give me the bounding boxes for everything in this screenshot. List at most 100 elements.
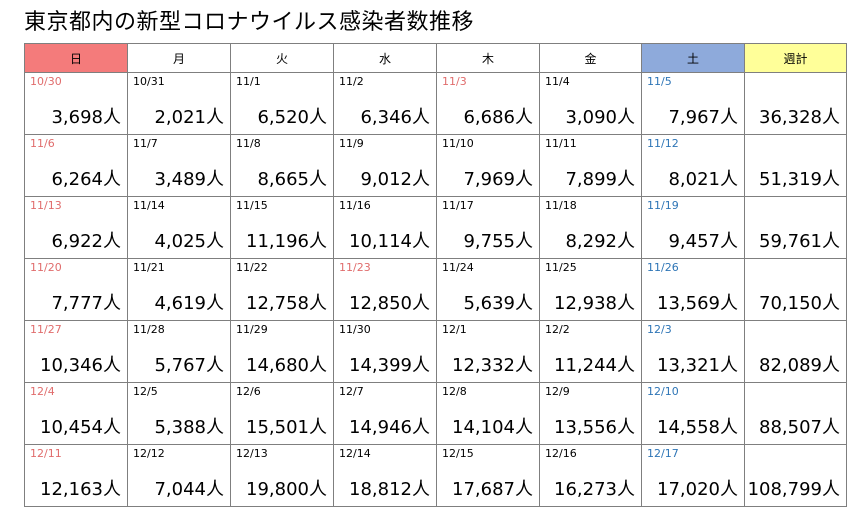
day-cell: 11/16 10,114人: [333, 196, 437, 259]
cell-case-count: 9,457人: [668, 231, 738, 252]
header-thursday: 木: [436, 43, 540, 73]
day-cell: 11/5 7,967人: [641, 72, 745, 135]
cell-date: 11/25: [545, 261, 577, 274]
day-cell: 11/18 8,292人: [539, 196, 642, 259]
header-monday: 月: [127, 43, 231, 73]
day-cell: 11/19 9,457人: [641, 196, 745, 259]
cell-date: 11/8: [236, 137, 261, 150]
cell-case-count: 9,012人: [360, 169, 430, 190]
weekly-total-cell: 36,328人: [744, 72, 847, 135]
cell-case-count: 14,946人: [349, 417, 430, 438]
weekly-total-cell: 51,319人: [744, 134, 847, 197]
cell-case-count: 10,346人: [40, 355, 121, 376]
page-title: 東京都内の新型コロナウイルス感染者数推移: [24, 10, 475, 35]
cell-case-count: 16,273人: [554, 479, 635, 500]
cell-case-count: 13,321人: [657, 355, 738, 376]
weekly-total-value: 36,328人: [759, 107, 840, 128]
cell-date: 12/2: [545, 323, 570, 336]
day-cell: 11/2 6,346人: [333, 72, 437, 135]
day-cell: 12/3 13,321人: [641, 320, 745, 383]
cell-date: 10/30: [30, 75, 62, 88]
table-row: 11/27 10,346人 11/28 5,767人 11/29 14,680人 11/30…: [24, 320, 847, 383]
cell-case-count: 8,021人: [668, 169, 738, 190]
day-cell: 11/23 12,850人: [333, 258, 437, 321]
cell-date: 11/28: [133, 323, 165, 336]
cell-case-count: 19,800人: [246, 479, 327, 500]
weekly-total-cell: 82,089人: [744, 320, 847, 383]
day-cell: 11/6 6,264人: [24, 134, 128, 197]
day-cell: 11/8 8,665人: [230, 134, 334, 197]
cell-case-count: 18,812人: [349, 479, 430, 500]
cell-case-count: 12,938人: [554, 293, 635, 314]
cell-case-count: 8,665人: [257, 169, 327, 190]
day-cell: 11/12 8,021人: [641, 134, 745, 197]
day-cell: 11/1 6,520人: [230, 72, 334, 135]
cell-date: 12/13: [236, 447, 268, 460]
day-cell: 11/4 3,090人: [539, 72, 642, 135]
day-cell: 12/14 18,812人: [333, 444, 437, 507]
weekly-total-cell: 70,150人: [744, 258, 847, 321]
day-cell: 11/3 6,686人: [436, 72, 540, 135]
day-cell: 11/27 10,346人: [24, 320, 128, 383]
header-sunday: 日: [24, 43, 128, 73]
cell-date: 11/13: [30, 199, 62, 212]
cell-date: 11/27: [30, 323, 62, 336]
day-cell: 11/14 4,025人: [127, 196, 231, 259]
table-row: 12/4 10,454人 12/5 5,388人 12/6 15,501人 12/7 14,9…: [24, 382, 847, 445]
header-wednesday: 水: [333, 43, 437, 73]
cell-date: 12/4: [30, 385, 55, 398]
cell-date: 11/30: [339, 323, 371, 336]
cell-case-count: 10,114人: [349, 231, 430, 252]
cell-date: 12/17: [647, 447, 679, 460]
cell-date: 11/4: [545, 75, 570, 88]
cell-case-count: 12,850人: [349, 293, 430, 314]
cell-case-count: 6,686人: [463, 107, 533, 128]
day-cell: 11/24 5,639人: [436, 258, 540, 321]
header-saturday: 土: [641, 43, 745, 73]
table-row: 11/6 6,264人 11/7 3,489人 11/8 8,665人 11/9 9,012人…: [24, 134, 847, 197]
table-row: 11/20 7,777人 11/21 4,619人 11/22 12,758人 11/23 1…: [24, 258, 847, 321]
cell-date: 11/22: [236, 261, 268, 274]
cell-date: 11/10: [442, 137, 474, 150]
day-cell: 11/28 5,767人: [127, 320, 231, 383]
cell-case-count: 14,104人: [452, 417, 533, 438]
day-cell: 12/13 19,800人: [230, 444, 334, 507]
day-cell: 12/16 16,273人: [539, 444, 642, 507]
day-cell: 11/13 6,922人: [24, 196, 128, 259]
day-cell: 12/11 12,163人: [24, 444, 128, 507]
header-row: 日 月 火 水 木 金 土 週計: [24, 43, 847, 73]
cell-date: 12/15: [442, 447, 474, 460]
cell-date: 12/8: [442, 385, 467, 398]
cell-case-count: 10,454人: [40, 417, 121, 438]
cell-case-count: 12,332人: [452, 355, 533, 376]
day-cell: 11/25 12,938人: [539, 258, 642, 321]
cell-date: 12/7: [339, 385, 364, 398]
day-cell: 12/5 5,388人: [127, 382, 231, 445]
cell-case-count: 11,196人: [246, 231, 327, 252]
cell-date: 11/14: [133, 199, 165, 212]
day-cell: 11/26 13,569人: [641, 258, 745, 321]
weekly-total-value: 51,319人: [759, 169, 840, 190]
day-cell: 12/6 15,501人: [230, 382, 334, 445]
day-cell: 12/9 13,556人: [539, 382, 642, 445]
weekly-total-value: 70,150人: [759, 293, 840, 314]
cell-date: 11/1: [236, 75, 261, 88]
cell-case-count: 13,556人: [554, 417, 635, 438]
cell-case-count: 8,292人: [565, 231, 635, 252]
cell-case-count: 7,044人: [154, 479, 224, 500]
cell-date: 12/10: [647, 385, 679, 398]
weekly-total-cell: 59,761人: [744, 196, 847, 259]
cell-case-count: 4,619人: [154, 293, 224, 314]
cell-date: 11/7: [133, 137, 158, 150]
day-cell: 11/15 11,196人: [230, 196, 334, 259]
day-cell: 11/7 3,489人: [127, 134, 231, 197]
weekly-total-cell: 108,799人: [744, 444, 847, 507]
cell-case-count: 13,569人: [657, 293, 738, 314]
cell-date: 11/3: [442, 75, 467, 88]
table-row: 11/13 6,922人 11/14 4,025人 11/15 11,196人 11/16 1…: [24, 196, 847, 259]
weekly-total-value: 108,799人: [747, 479, 840, 500]
cell-date: 12/11: [30, 447, 62, 460]
cell-case-count: 7,777人: [51, 293, 121, 314]
table-row: 10/30 3,698人 10/31 2,021人 11/1 6,520人 11/2 6,34…: [24, 72, 847, 135]
cell-case-count: 14,558人: [657, 417, 738, 438]
